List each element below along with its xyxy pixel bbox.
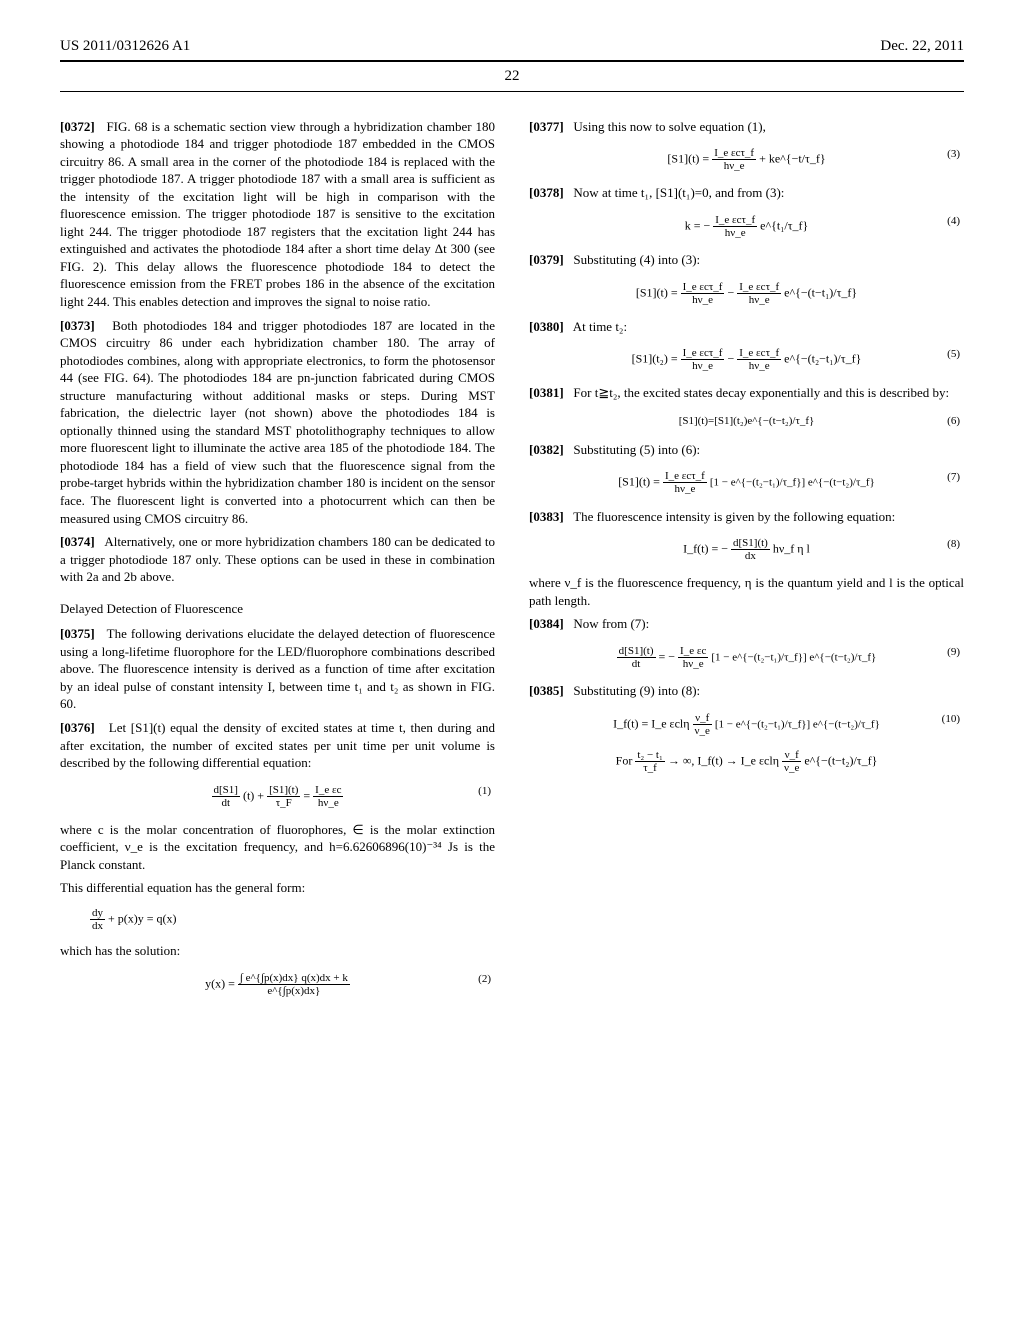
equation-number: (2) xyxy=(478,972,491,987)
equation-10-limit: For t₂ − t₁τ_f → ∞, I_f(t) → I_e εclη ν_… xyxy=(529,749,964,774)
where-clause-4: where ν_f is the fluorescence frequency,… xyxy=(529,574,964,609)
header-rule-thin xyxy=(60,91,964,92)
para-number: [0374] xyxy=(60,534,95,549)
para-text: Now from (7): xyxy=(573,616,649,631)
equation-1: d[S1]dt (t) + [S1](t)τ_F = I_e εchν_e (1… xyxy=(60,784,495,809)
para-text: Both photodiodes 184 and trigger photodi… xyxy=(60,318,495,526)
equation-3: [S1](t) = I_e εcτ_fhν_e + ke^{−t/τ_f} (3… xyxy=(529,147,964,172)
para-number: [0375] xyxy=(60,626,95,641)
paragraph-0378: [0378] Now at time t₁, [S1](t₁)=0, and f… xyxy=(529,184,964,202)
paragraph-0379: [0379] Substituting (4) into (3): xyxy=(529,251,964,269)
para-text: The following derivations elucidate the … xyxy=(60,626,495,711)
paragraph-0380: [0380] At time t₂: xyxy=(529,318,964,336)
para-text: Alternatively, one or more hybridization… xyxy=(60,534,495,584)
equation-8: I_f(t) = − d[S1](t)dx hν_f η l (8) xyxy=(529,537,964,562)
equation-general-form: dydx + p(x)y = q(x) xyxy=(90,907,495,932)
para-number: [0379] xyxy=(529,252,564,267)
paragraph-0374: [0374] Alternatively, one or more hybrid… xyxy=(60,533,495,586)
where-clause-3: which has the solution: xyxy=(60,942,495,960)
paragraph-0384: [0384] Now from (7): xyxy=(529,615,964,633)
paragraph-0372: [0372] FIG. 68 is a schematic section vi… xyxy=(60,118,495,311)
paragraph-0385: [0385] Substituting (9) into (8): xyxy=(529,682,964,700)
para-text: Substituting (9) into (8): xyxy=(573,683,700,698)
para-number: [0380] xyxy=(529,319,564,334)
paragraph-0382: [0382] Substituting (5) into (6): xyxy=(529,441,964,459)
para-text: For t≧t₂, the excited states decay expon… xyxy=(573,385,949,400)
para-number: [0381] xyxy=(529,385,564,400)
para-text: Let [S1](t) equal the density of excited… xyxy=(60,720,495,770)
paragraph-0375: [0375] The following derivations elucida… xyxy=(60,625,495,713)
para-text: Substituting (5) into (6): xyxy=(573,442,700,457)
para-text: The fluorescence intensity is given by t… xyxy=(573,509,895,524)
para-text: FIG. 68 is a schematic section view thro… xyxy=(60,119,495,309)
page-header: US 2011/0312626 A1 Dec. 22, 2011 xyxy=(60,36,964,56)
paragraph-0383: [0383] The fluorescence intensity is giv… xyxy=(529,508,964,526)
equation-number: (6) xyxy=(947,414,960,429)
para-text: Substituting (4) into (3): xyxy=(573,252,700,267)
equation-number: (10) xyxy=(942,712,960,727)
paragraph-0377: [0377] Using this now to solve equation … xyxy=(529,118,964,136)
section-heading: Delayed Detection of Fluorescence xyxy=(60,600,495,618)
equation-7: [S1](t) = I_e εcτ_fhν_e [1 − e^{−(t₂−t₁)… xyxy=(529,470,964,495)
paragraph-0381: [0381] For t≧t₂, the excited states deca… xyxy=(529,384,964,402)
para-number: [0378] xyxy=(529,185,564,200)
patent-page: US 2011/0312626 A1 Dec. 22, 2011 22 [037… xyxy=(0,0,1024,1320)
para-number: [0385] xyxy=(529,683,564,698)
header-rule-thick xyxy=(60,60,964,62)
equation-10: I_f(t) = I_e εclη ν_fν_e [1 − e^{−(t₂−t₁… xyxy=(529,712,964,737)
equation-5: [S1](t₂) = I_e εcτ_fhν_e − I_e εcτ_fhν_e… xyxy=(529,347,964,372)
equation-number: (3) xyxy=(947,147,960,162)
para-number: [0383] xyxy=(529,509,564,524)
where-clause-1: where c is the molar concentration of fl… xyxy=(60,821,495,874)
para-number: [0376] xyxy=(60,720,95,735)
para-text: Using this now to solve equation (1), xyxy=(573,119,765,134)
publication-date: Dec. 22, 2011 xyxy=(880,36,964,56)
where-clause-2: This differential equation has the gener… xyxy=(60,879,495,897)
equation-sub-4-3: [S1](t) = I_e εcτ_fhν_e − I_e εcτ_fhν_e … xyxy=(529,281,964,306)
para-text: At time t₂: xyxy=(573,319,627,334)
para-number: [0373] xyxy=(60,318,95,333)
publication-number: US 2011/0312626 A1 xyxy=(60,36,190,56)
equation-number: (4) xyxy=(947,214,960,229)
equation-2: y(x) = ∫ e^{∫p(x)dx} q(x)dx + ke^{∫p(x)d… xyxy=(60,972,495,997)
paragraph-0373: [0373] Both photodiodes 184 and trigger … xyxy=(60,317,495,528)
para-number: [0377] xyxy=(529,119,564,134)
equation-number: (8) xyxy=(947,537,960,552)
paragraph-0376: [0376] Let [S1](t) equal the density of … xyxy=(60,719,495,772)
equation-number: (1) xyxy=(478,784,491,799)
equation-4: k = − I_e εcτ_fhν_e e^{t₁/τ_f} (4) xyxy=(529,214,964,239)
para-number: [0384] xyxy=(529,616,564,631)
para-text: Now at time t₁, [S1](t₁)=0, and from (3)… xyxy=(573,185,784,200)
para-number: [0372] xyxy=(60,119,95,134)
equation-9: d[S1](t)dt = − I_e εchν_e [1 − e^{−(t₂−t… xyxy=(529,645,964,670)
page-number: 22 xyxy=(60,66,964,86)
equation-number: (5) xyxy=(947,347,960,362)
para-number: [0382] xyxy=(529,442,564,457)
equation-number: (9) xyxy=(947,645,960,660)
equation-6: [S1](t)=[S1](t₂)e^{−(t−t₂)/τ_f} (6) xyxy=(529,414,964,429)
two-column-body: [0372] FIG. 68 is a schematic section vi… xyxy=(60,118,964,1228)
equation-number: (7) xyxy=(947,470,960,485)
